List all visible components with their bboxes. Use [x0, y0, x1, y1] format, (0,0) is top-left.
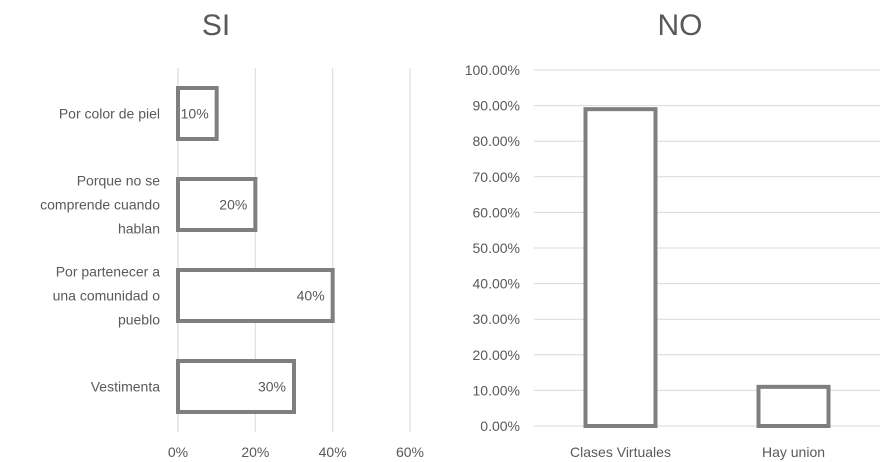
- no-y-tick-label: 40.00%: [473, 276, 520, 292]
- no-y-tick-label: 30.00%: [473, 311, 520, 327]
- no-y-tick-label: 50.00%: [473, 240, 520, 256]
- si-category-label: una comunidad o: [53, 288, 161, 304]
- si-data-label: 20%: [219, 197, 247, 213]
- si-category-label: Por color de piel: [59, 106, 160, 122]
- no-y-tick-label: 100.00%: [465, 62, 520, 78]
- chart-title-si: SI: [202, 9, 230, 42]
- chart-title-no: NO: [658, 9, 703, 42]
- si-bar: [176, 177, 258, 232]
- si-bar: [176, 359, 296, 414]
- si-category-label: Porque no se: [77, 173, 160, 189]
- no-y-tick-label: 60.00%: [473, 204, 520, 220]
- no-y-tick-label: 10.00%: [473, 382, 520, 398]
- si-data-label: 30%: [258, 379, 286, 395]
- si-x-tick-label: 60%: [396, 444, 424, 460]
- no-bar: [756, 384, 831, 428]
- si-bar: [176, 268, 335, 323]
- no-y-tick-label: 70.00%: [473, 169, 520, 185]
- si-category-label: hablan: [118, 221, 160, 237]
- si-category-label: pueblo: [118, 312, 160, 328]
- no-bar: [583, 107, 658, 428]
- si-x-tick-label: 0%: [168, 444, 188, 460]
- si-category-label: Por partenecer a: [56, 264, 160, 280]
- si-category-label: Vestimenta: [91, 379, 160, 395]
- si-x-tick-label: 40%: [319, 444, 347, 460]
- no-y-tick-label: 20.00%: [473, 347, 520, 363]
- si-data-label: 10%: [181, 106, 209, 122]
- si-category-label: comprende cuando: [40, 197, 160, 213]
- si-data-label: 40%: [297, 288, 325, 304]
- no-category-label: Hay union: [762, 444, 825, 460]
- no-y-tick-label: 0.00%: [480, 418, 520, 434]
- no-y-tick-label: 80.00%: [473, 133, 520, 149]
- si-bar: [176, 86, 219, 141]
- si-x-tick-label: 20%: [241, 444, 269, 460]
- no-y-tick-label: 90.00%: [473, 98, 520, 114]
- no-category-label: Clases Virtuales: [570, 444, 671, 460]
